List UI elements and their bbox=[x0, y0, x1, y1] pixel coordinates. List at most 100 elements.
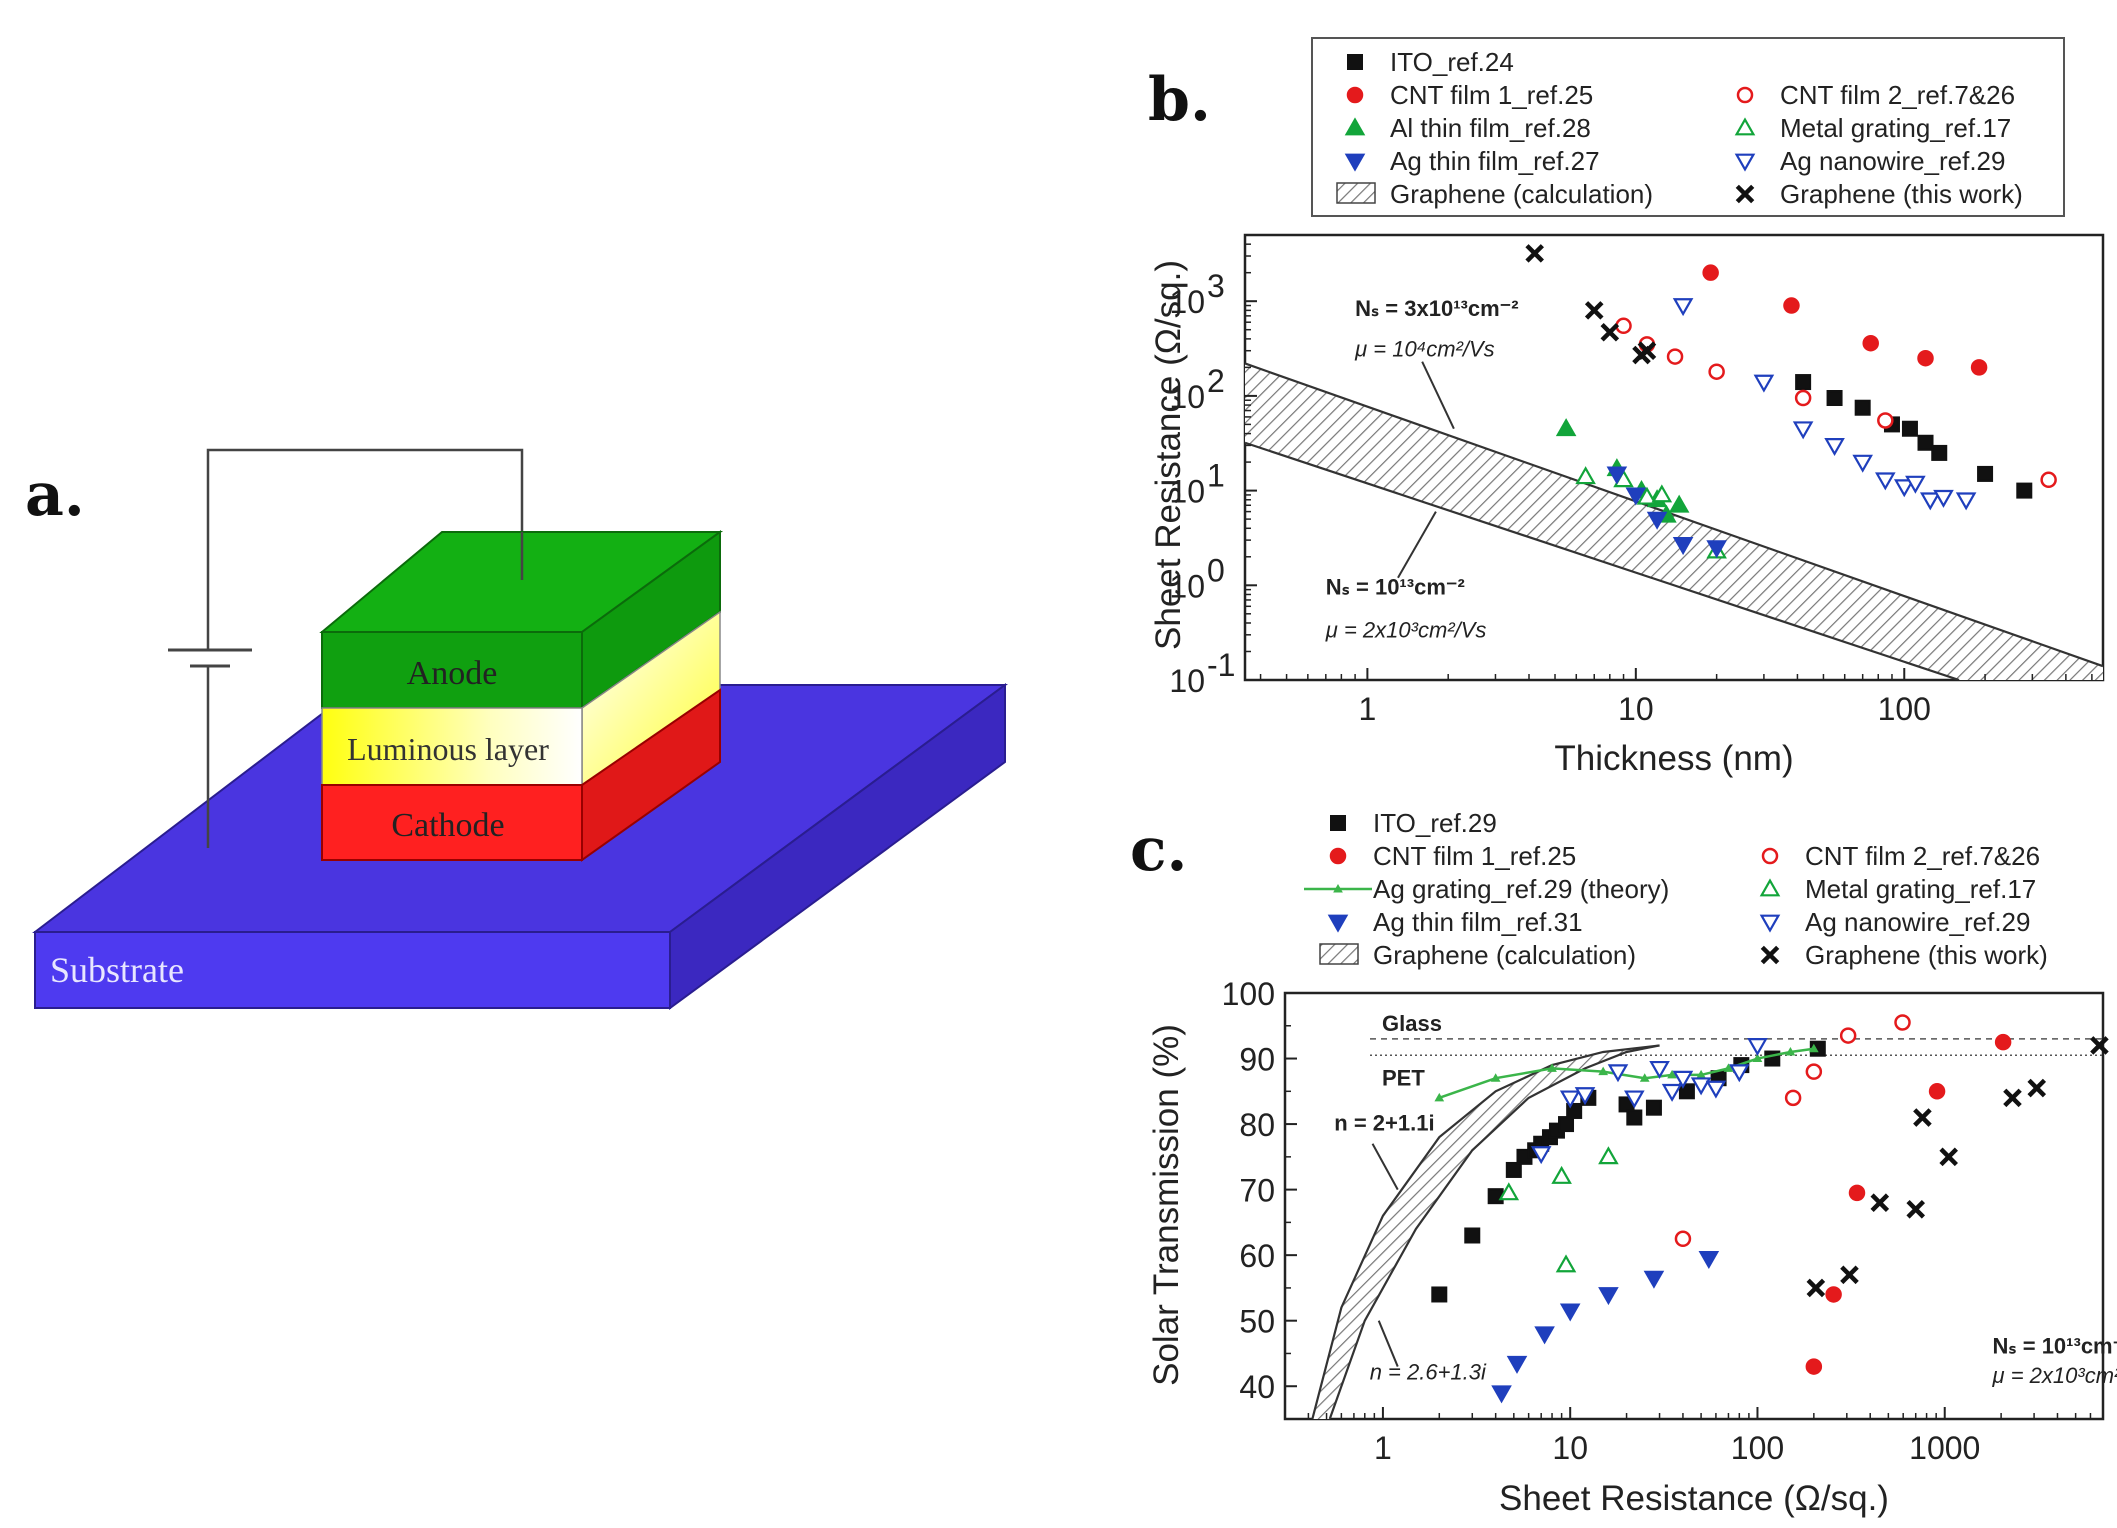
data-point bbox=[1784, 1089, 1802, 1107]
data-point bbox=[2027, 1078, 2047, 1098]
substrate-side bbox=[669, 683, 1006, 1010]
data-point bbox=[1636, 486, 1658, 505]
legend-marker bbox=[1761, 847, 1779, 865]
legend-label: Graphene (calculation) bbox=[1373, 940, 1636, 970]
y-tick-label: 90 bbox=[1239, 1042, 1275, 1078]
data-point bbox=[1747, 1038, 1768, 1057]
data-point bbox=[1575, 466, 1596, 485]
legend-label: Graphene (calculation) bbox=[1390, 179, 1653, 209]
data-point bbox=[1674, 1230, 1692, 1248]
data-point bbox=[1852, 454, 1873, 473]
data-point bbox=[1607, 1064, 1629, 1083]
data-point bbox=[1795, 374, 1812, 391]
legend-label: Al thin film_ref.28 bbox=[1390, 113, 1591, 143]
data-point bbox=[1806, 1278, 1826, 1298]
legend-label: ITO_ref.24 bbox=[1390, 47, 1514, 77]
data-point bbox=[1783, 297, 1800, 314]
panel-c-graphene-band bbox=[1311, 1044, 1660, 1419]
legend-entry: Graphene (calculation) bbox=[1336, 179, 1653, 209]
data-point bbox=[1624, 1090, 1645, 1109]
legend-label: CNT film 1_ref.25 bbox=[1373, 841, 1576, 871]
data-point bbox=[1870, 1193, 1890, 1213]
data-point bbox=[1668, 494, 1690, 513]
series-graphene-this-work bbox=[1525, 244, 1657, 365]
y-tick-label: 50 bbox=[1239, 1304, 1275, 1340]
data-point bbox=[1598, 1066, 1609, 1076]
data-point bbox=[1667, 1069, 1677, 1079]
panel-b-annotations: Nₛ = 3x10¹³cm⁻² μ = 10⁴cm²/Vs Nₛ = 10¹³cm⁻… bbox=[1325, 296, 1519, 643]
series-cnt-film-2-ref-7-26 bbox=[1674, 1014, 1911, 1248]
legend-entry: Ag nanowire_ref.29 bbox=[1759, 907, 2030, 937]
legend-entry: Ag thin film_ref.27 bbox=[1344, 146, 1600, 176]
band-upper-edge bbox=[1311, 1044, 1660, 1419]
legend-marker bbox=[1347, 54, 1363, 70]
data-point bbox=[1649, 1060, 1670, 1079]
data-point bbox=[1825, 1286, 1842, 1303]
y-tick-exponent: 3 bbox=[1207, 268, 1225, 304]
legend-label: Ag nanowire_ref.29 bbox=[1780, 146, 2005, 176]
data-point bbox=[1551, 1165, 1572, 1184]
series-cnt-film-1-ref-25 bbox=[1702, 264, 1988, 376]
legend-entry: Ag thin film_ref.31 bbox=[1327, 907, 1583, 937]
y-tick-base: 10 bbox=[1169, 284, 1205, 320]
data-point bbox=[1505, 1161, 1522, 1178]
y-tick-label: 100 bbox=[1222, 976, 1275, 1012]
data-point bbox=[1955, 492, 1977, 511]
data-point bbox=[1917, 434, 1934, 451]
band-lower-edge bbox=[1245, 441, 1960, 680]
legend-marker bbox=[1760, 945, 1780, 965]
legend-marker bbox=[1346, 86, 1364, 104]
legend-entry: Ag nanowire_ref.29 bbox=[1734, 146, 2005, 176]
series-ag-thin-film-ref-31 bbox=[1491, 1251, 1720, 1404]
y-tick-label: 10 bbox=[1169, 379, 1205, 415]
data-point bbox=[1753, 374, 1775, 393]
data-point bbox=[1933, 489, 1954, 508]
annotation-text: n = 2+1.1i bbox=[1334, 1111, 1434, 1136]
data-point bbox=[1431, 1286, 1448, 1303]
band-lower-edge bbox=[1328, 1044, 1660, 1419]
series-ag-grating-ref-29-theory bbox=[1434, 1043, 1819, 1102]
data-point bbox=[1893, 479, 1915, 498]
data-point bbox=[1729, 1064, 1750, 1083]
data-point bbox=[1931, 444, 1948, 461]
data-point bbox=[1970, 359, 1988, 376]
panel-c-annotations: n = 2+1.1i n = 2.6+1.3i Nₛ = 10¹³cm⁻² μ = 2… bbox=[1334, 1111, 2117, 1388]
data-point bbox=[1555, 1254, 1577, 1273]
legend-label: Metal grating_ref.17 bbox=[1805, 874, 2036, 904]
annotation-text: μ = 10⁴cm²/Vs bbox=[1354, 337, 1495, 362]
data-point bbox=[1645, 1099, 1662, 1116]
legend-swatch-band bbox=[1319, 943, 1359, 965]
annotation-text: μ = 2x10³cm²/Vs bbox=[1992, 1363, 2117, 1388]
data-point bbox=[1875, 472, 1896, 491]
panel-b-legend bbox=[1311, 37, 2065, 217]
data-point bbox=[1939, 1147, 1958, 1167]
data-point bbox=[1534, 1326, 1555, 1345]
legend-entry: Al thin film_ref.28 bbox=[1344, 113, 1591, 143]
anode-label: Anode bbox=[407, 655, 498, 692]
series-ag-nanowire-ref-29 bbox=[1672, 298, 1977, 511]
data-point bbox=[1498, 1182, 1520, 1201]
data-point bbox=[1491, 1385, 1512, 1404]
data-point bbox=[1854, 399, 1871, 416]
x-tick-label: 1 bbox=[1358, 691, 1376, 727]
y-tick-label: 80 bbox=[1239, 1107, 1275, 1143]
data-point bbox=[1661, 1083, 1683, 1102]
legend-label: Metal grating_ref.17 bbox=[1780, 113, 2011, 143]
data-point bbox=[1690, 1077, 1712, 1096]
substrate-label: Substrate bbox=[50, 950, 184, 990]
panel-a-device-schematic: a. Substrate Anode Luminous layer Cathod… bbox=[25, 448, 1009, 1010]
data-point bbox=[1919, 492, 1941, 511]
x-tick-label: 100 bbox=[1878, 691, 1931, 727]
legend-swatch-band bbox=[1336, 182, 1376, 204]
data-point bbox=[1525, 244, 1544, 263]
data-point bbox=[1547, 1063, 1557, 1072]
legend-marker bbox=[1329, 847, 1347, 865]
data-point bbox=[1906, 1199, 1926, 1219]
legend-marker bbox=[1333, 883, 1343, 893]
luminous-layer-label: Luminous layer bbox=[347, 731, 549, 767]
legend-entry: Graphene (this work) bbox=[1760, 940, 2048, 970]
legend-label: ITO_ref.29 bbox=[1373, 808, 1497, 838]
series-ag-nanowire-ref-29 bbox=[1530, 1038, 1768, 1165]
